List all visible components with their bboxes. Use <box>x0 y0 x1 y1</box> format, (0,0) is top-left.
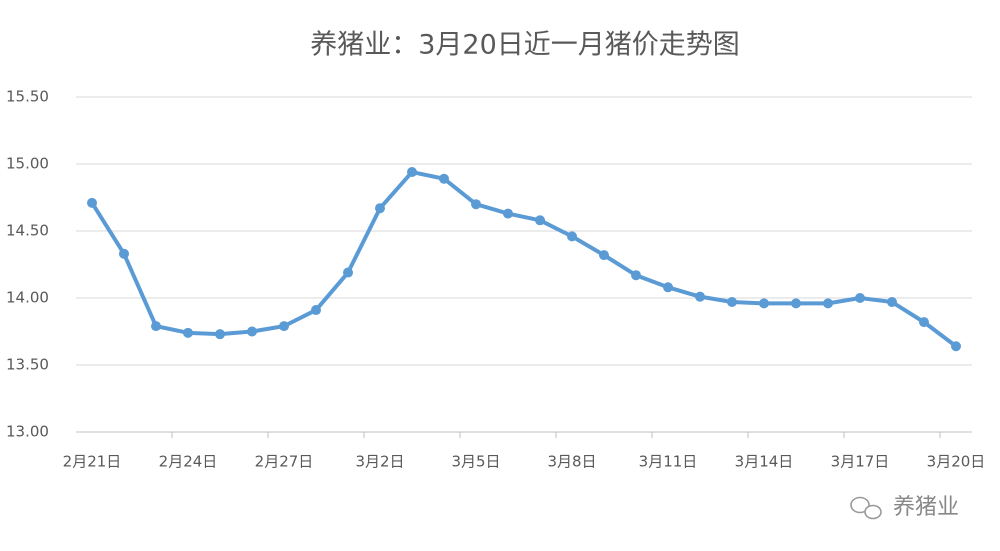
x-tick-label: 2月24日 <box>159 453 218 471</box>
point <box>919 317 929 328</box>
point <box>407 167 417 178</box>
x-tick-label: 3月14日 <box>735 453 794 471</box>
point <box>855 293 865 303</box>
y-tick-label: 15.00 <box>6 155 49 173</box>
x-tick-label: 3月11日 <box>639 453 698 471</box>
point <box>759 298 769 309</box>
watermark-icon <box>850 496 882 520</box>
chart-title: 养猪业：3月20日近一月猪价走势图 <box>310 30 740 61</box>
x-tick-label: 3月5日 <box>451 453 500 471</box>
point <box>503 208 513 219</box>
y-tick-label: 14.00 <box>6 289 49 307</box>
y-tick-label: 13.50 <box>6 356 49 374</box>
point <box>119 248 129 259</box>
point <box>887 297 897 308</box>
y-tick-label: 13.00 <box>6 423 49 441</box>
point <box>439 173 449 184</box>
y-tick-label: 15.50 <box>6 88 49 106</box>
point <box>215 329 225 340</box>
point <box>663 282 673 293</box>
point <box>567 231 577 242</box>
point <box>343 267 353 278</box>
point <box>247 326 257 337</box>
watermark: 养猪业 <box>893 495 959 520</box>
point <box>151 321 161 332</box>
point <box>695 291 705 302</box>
point <box>279 321 289 332</box>
x-tick-label: 2月27日 <box>255 453 314 471</box>
point <box>791 298 801 309</box>
y-tick-label: 14.50 <box>6 222 49 240</box>
x-tick-label: 3月8日 <box>547 453 596 471</box>
point <box>183 327 193 338</box>
x-tick-label: 2月21日 <box>63 453 122 471</box>
point <box>599 250 609 261</box>
x-tick-label: 3月20日 <box>927 453 986 471</box>
x-tick-label: 3月2日 <box>355 453 404 471</box>
point <box>471 199 481 210</box>
line-series <box>90 170 958 348</box>
point <box>823 298 833 309</box>
point <box>535 215 545 226</box>
x-tick-label: 3月17日 <box>831 453 890 471</box>
point <box>631 270 641 281</box>
point <box>727 297 737 308</box>
point <box>87 197 97 208</box>
point <box>375 203 385 214</box>
point <box>311 305 321 316</box>
point <box>951 341 961 352</box>
